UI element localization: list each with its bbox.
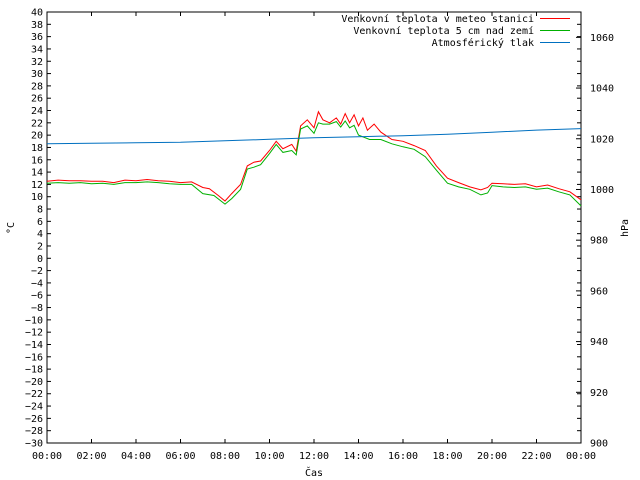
left-tick-label: 16	[31, 155, 43, 166]
left-tick-label: −14	[25, 340, 43, 351]
left-tick-label: −8	[31, 303, 43, 314]
x-tick-label: 14:00	[343, 451, 373, 462]
left-tick-label: 32	[31, 57, 43, 68]
left-tick-label: −30	[25, 439, 43, 450]
left-tick-label: 38	[31, 20, 43, 31]
left-tick-label: 14	[31, 168, 43, 179]
left-tick-label: −18	[25, 365, 43, 376]
y-right-axis-title: hPa	[620, 219, 631, 237]
right-tick-label: 1040	[590, 84, 614, 95]
left-tick-label: 6	[37, 217, 43, 228]
left-tick-label: −24	[25, 402, 43, 413]
legend-label-0: Venkovní teplota v meteo stanici	[341, 13, 534, 25]
left-tick-label: −22	[25, 389, 43, 400]
x-tick-label: 16:00	[388, 451, 418, 462]
x-tick-label: 12:00	[299, 451, 329, 462]
left-tick-label: 28	[31, 81, 43, 92]
legend-label-1: Venkovní teplota 5 cm nad zemí	[353, 25, 534, 37]
left-tick-label: −6	[31, 291, 43, 302]
x-tick-label: 22:00	[521, 451, 551, 462]
left-tick-label: 34	[31, 44, 43, 55]
left-tick-label: −12	[25, 328, 43, 339]
y-left-axis-title: °C	[6, 222, 17, 234]
x-tick-label: 18:00	[432, 451, 462, 462]
left-tick-label: −10	[25, 315, 43, 326]
left-tick-label: 20	[31, 131, 43, 142]
legend: Venkovní teplota v meteo staniciVenkovní…	[341, 13, 570, 49]
left-tick-label: 12	[31, 180, 43, 191]
right-tick-label: 1000	[590, 185, 614, 196]
x-tick-label: 10:00	[254, 451, 284, 462]
right-y-axis: 1060 1040 1020 1000 980 960 940 920 900	[576, 33, 614, 450]
right-tick-label: 1020	[590, 134, 614, 145]
x-tick-label: 04:00	[121, 451, 151, 462]
x-tick-label: 00:00	[32, 451, 62, 462]
left-tick-label: −28	[25, 426, 43, 437]
left-tick-label: 2	[37, 241, 43, 252]
x-tick-label: 20:00	[477, 451, 507, 462]
left-tick-label: 8	[37, 205, 43, 216]
left-tick-label: 26	[31, 94, 43, 105]
left-tick-label: 40	[31, 8, 43, 19]
left-tick-label: 0	[37, 254, 43, 265]
right-tick-label: 1060	[590, 33, 614, 44]
series-lines	[46, 110, 582, 207]
left-tick-label: 24	[31, 106, 43, 117]
left-tick-label: −16	[25, 352, 43, 363]
left-tick-label: −2	[31, 266, 43, 277]
right-tick-label: 980	[590, 236, 608, 247]
x-axis: 00:00 02:00 04:00 06:00 08:00 10:00 12:00 14:00…	[32, 12, 596, 462]
left-tick-label: 36	[31, 32, 43, 43]
x-tick-label: 00:00	[566, 451, 596, 462]
left-tick-label: 18	[31, 143, 43, 154]
left-tick-label: −26	[25, 414, 43, 425]
right-tick-label: 940	[590, 337, 608, 348]
right-tick-label: 960	[590, 286, 608, 297]
series-line-2	[46, 128, 582, 145]
left-tick-label: 22	[31, 118, 43, 129]
left-tick-label: 30	[31, 69, 43, 80]
x-axis-title: Čas	[305, 466, 323, 479]
right-tick-label: 900	[590, 439, 608, 450]
plot-area	[46, 11, 582, 444]
x-tick-label: 02:00	[76, 451, 106, 462]
x-tick-label: 08:00	[210, 451, 240, 462]
series-line-0	[46, 110, 582, 202]
left-tick-label: −4	[31, 278, 43, 289]
left-y-axis: 4038363432302826242220181614121086420−2−…	[25, 8, 581, 450]
x-tick-label: 06:00	[165, 451, 195, 462]
left-tick-label: 4	[37, 229, 43, 240]
left-tick-label: 10	[31, 192, 43, 203]
left-tick-label: −20	[25, 377, 43, 388]
right-tick-label: 920	[590, 388, 608, 399]
legend-label-2: Atmosférický tlak	[432, 37, 534, 49]
series-line-1	[46, 120, 582, 207]
